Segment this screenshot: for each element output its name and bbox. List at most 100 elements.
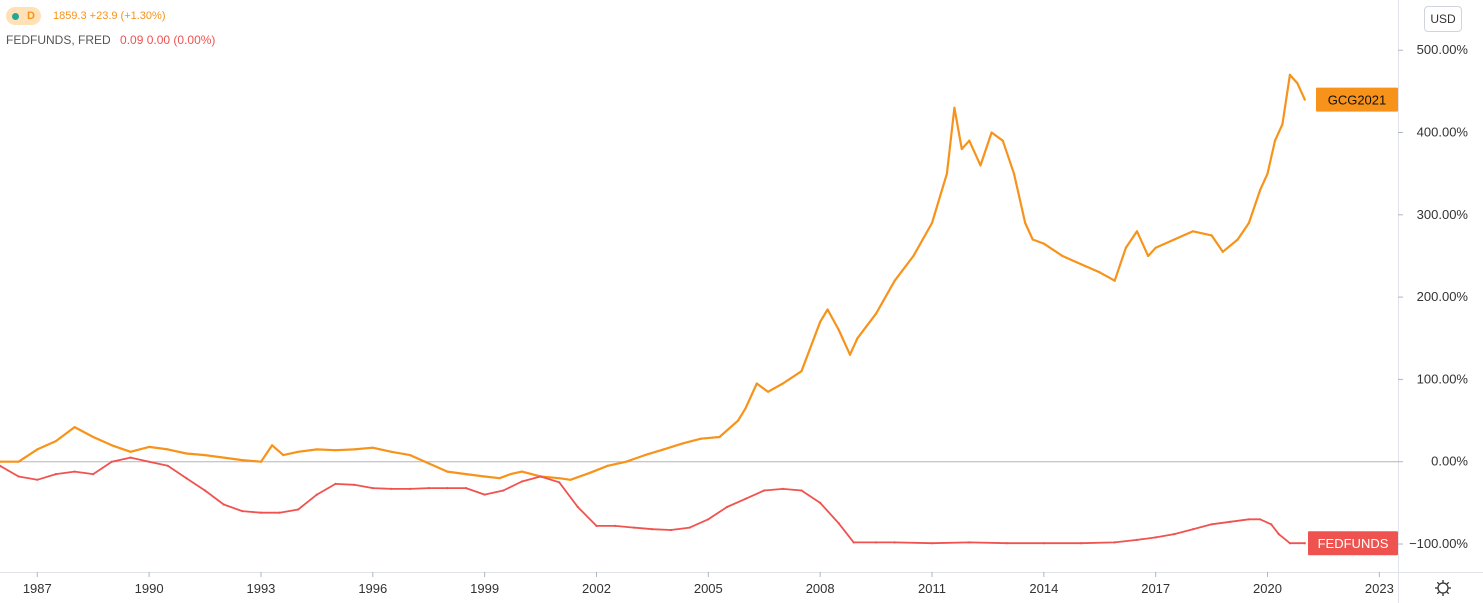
data-point-gcg2021 [968,139,971,142]
data-point-gcg2021 [464,473,468,476]
data-point-gcg2021 [1098,271,1101,274]
plot-area[interactable] [0,73,1398,545]
x-tick-label: 2005 [694,581,723,596]
data-point-gcg2021 [1080,263,1083,266]
data-point-fedfunds [1288,542,1291,545]
data-point-fedfunds [651,528,654,531]
x-axis[interactable]: 1987 1990 1993 1996 1999 2002 2005 2008 2011 2014… [0,572,1483,596]
data-point-fedfunds [875,541,878,544]
data-point-gcg2021 [718,435,721,439]
data-point-gcg2021 [509,473,512,476]
data-point-fedfunds [464,487,468,490]
series-line-gcg2021[interactable] [0,73,1306,481]
y-tick-label: 100.00% [1417,371,1469,386]
data-point-fedfunds [781,487,785,490]
series-tag-label: FEDFUNDS [1318,536,1389,551]
data-point-fedfunds [1210,523,1213,526]
data-point-gcg2021 [0,460,2,463]
data-point-gcg2021 [36,448,39,451]
y-tick-label: 400.00% [1417,125,1469,140]
data-point-gcg2021 [259,460,263,463]
data-point-gcg2021 [148,445,151,448]
series-tag-label: GCG2021 [1328,93,1387,108]
series-tag-gcg2021 [1316,87,1398,112]
x-tick-label: 2017 [1141,581,1170,596]
data-point-gcg2021 [953,106,956,109]
x-tick-label: 1996 [358,581,387,596]
data-point-fedfunds [36,478,39,481]
data-point-gcg2021 [446,470,449,473]
data-point-gcg2021 [203,454,207,457]
data-point-gcg2021 [893,279,896,282]
data-point-fedfunds [614,524,617,528]
data-point-fedfunds [502,489,505,492]
x-tick-label: 1987 [23,581,52,596]
data-point-fedfunds [520,480,524,483]
data-point-gcg2021 [390,450,393,453]
settings-gear-icon[interactable] [1435,580,1451,596]
data-point-fedfunds [222,503,225,506]
data-point-fedfunds [17,475,20,478]
interval-badge[interactable]: D [6,7,41,25]
data-point-gcg2021 [315,448,318,451]
data-point-fedfunds [930,542,934,545]
data-point-fedfunds [539,475,542,478]
data-point-gcg2021 [110,444,113,447]
data-point-gcg2021 [166,448,169,451]
data-point-gcg2021 [837,328,840,332]
data-point-gcg2021 [1221,250,1224,253]
data-point-fedfunds [763,489,766,492]
y-axis[interactable]: 500.00% 400.00% 300.00% 200.00% 100.00% 0.00%… [1398,0,1468,603]
data-point-gcg2021 [1001,139,1004,142]
data-point-gcg2021 [17,460,20,463]
fedfunds-symbol: FEDFUNDS, FRED [6,33,111,47]
series-line-fedfunds[interactable] [0,456,1305,545]
data-point-fedfunds [148,460,151,463]
data-point-gcg2021 [129,450,132,453]
interval-label: D [27,10,35,22]
data-point-gcg2021 [1236,238,1239,241]
data-point-gcg2021 [1061,254,1064,258]
fedfunds-legend[interactable]: FEDFUNDS, FRED 0.09 0.00 (0.00%) [6,33,215,47]
data-point-gcg2021 [73,426,76,429]
x-tick-label: 1990 [135,581,164,596]
x-tick-label: 2002 [582,581,611,596]
data-point-gcg2021 [1281,123,1284,126]
data-point-gcg2021 [979,164,982,167]
y-tick-label: 500.00% [1417,42,1469,57]
data-point-gcg2021 [1210,234,1213,237]
currency-button[interactable]: USD [1424,6,1462,32]
data-point-fedfunds [92,473,95,476]
data-point-gcg2021 [1296,82,1299,85]
y-tick-label: −100.00% [1409,536,1468,551]
series-tag-fedfunds [1308,531,1398,556]
data-point-fedfunds [259,511,263,514]
data-point-gcg2021 [1031,238,1034,241]
data-point-gcg2021 [185,452,188,455]
data-point-gcg2021 [699,437,703,440]
main-series-legend[interactable]: D 1859.3 +23.9 (+1.30%) [6,7,165,25]
data-point-gcg2021 [945,172,949,175]
data-point-fedfunds [54,473,58,476]
data-point-fedfunds [166,464,169,467]
data-point-gcg2021 [427,462,430,465]
data-point-gcg2021 [371,446,374,449]
data-point-gcg2021 [1012,172,1016,175]
status-dot-icon [12,12,19,20]
data-point-gcg2021 [1154,246,1157,249]
data-point-gcg2021 [520,470,524,473]
y-tick-label: 300.00% [1417,207,1469,222]
series-labels: GCG2021 FEDFUNDS [1308,87,1398,556]
data-point-fedfunds [241,510,244,513]
data-point-gcg2021 [241,459,244,462]
data-point-gcg2021 [1191,230,1195,233]
data-point-gcg2021 [744,407,747,410]
data-point-fedfunds [852,541,855,544]
data-point-gcg2021 [1303,98,1306,101]
data-point-fedfunds [315,493,318,496]
data-point-fedfunds [334,482,337,485]
data-point-fedfunds [1270,523,1273,526]
data-point-fedfunds [725,505,729,509]
data-point-fedfunds [819,501,822,504]
data-point-gcg2021 [1147,254,1150,258]
